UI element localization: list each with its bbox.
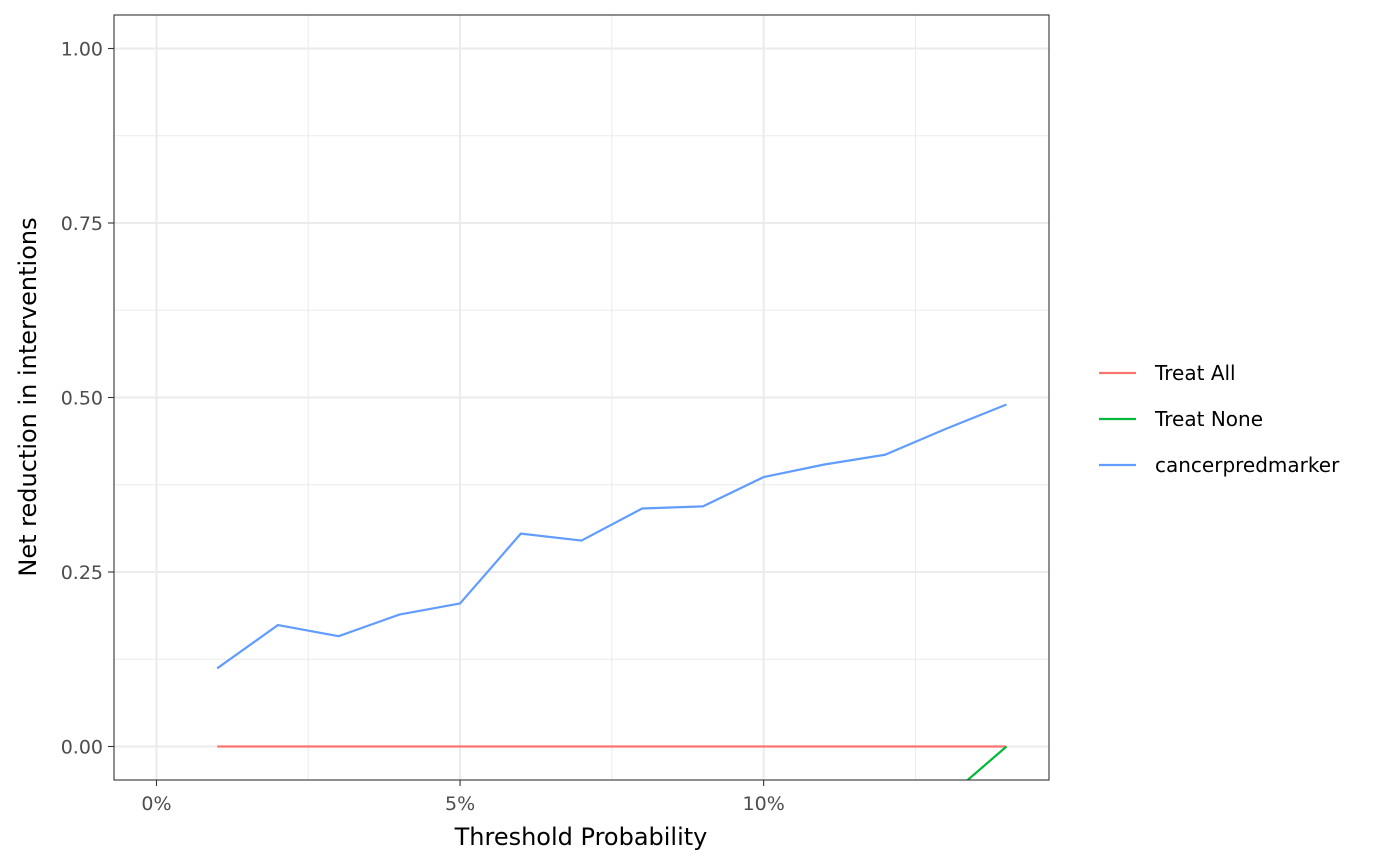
series-lines bbox=[216, 403, 1008, 780]
x-axis-title: Threshold Probability bbox=[454, 823, 708, 851]
legend-label-treat-none: Treat None bbox=[1154, 407, 1263, 431]
series-line-cancerpredmarker bbox=[216, 403, 1007, 670]
x-tick-label: 0% bbox=[141, 793, 171, 815]
y-tick-label: 0.50 bbox=[61, 388, 103, 410]
legend-label-treat-all: Treat All bbox=[1154, 361, 1236, 385]
series-line-treat-none bbox=[965, 745, 1008, 780]
legend: Treat All Treat None cancerpredmarker bbox=[1099, 361, 1340, 477]
y-axis: 0.00 0.25 0.50 0.75 1.00 bbox=[61, 39, 114, 758]
legend-label-cancerpredmarker: cancerpredmarker bbox=[1155, 453, 1340, 477]
y-tick-label: 0.25 bbox=[61, 562, 103, 584]
y-tick-label: 0.75 bbox=[61, 213, 103, 235]
x-tick-label: 10% bbox=[743, 793, 785, 815]
y-axis-title: Net reduction in interventions bbox=[14, 217, 42, 576]
x-tick-label: 5% bbox=[445, 793, 475, 815]
x-axis: 0% 5% 10% bbox=[141, 780, 785, 815]
y-tick-label: 0.00 bbox=[61, 736, 103, 758]
y-tick-label: 1.00 bbox=[61, 39, 103, 61]
